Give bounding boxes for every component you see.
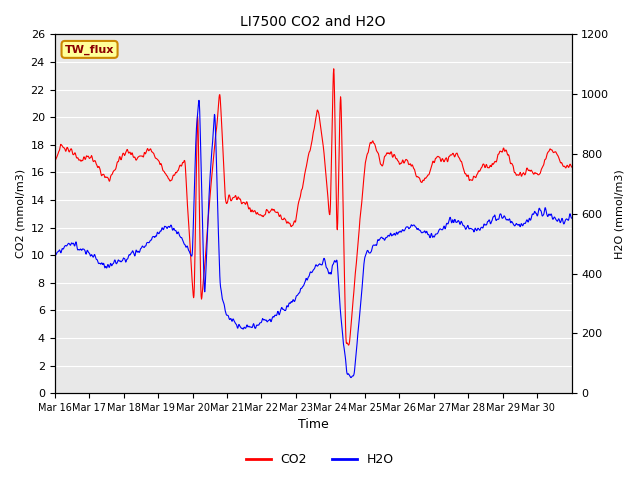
Title: LI7500 CO2 and H2O: LI7500 CO2 and H2O [240,15,386,29]
X-axis label: Time: Time [298,419,328,432]
Legend: CO2, H2O: CO2, H2O [241,448,399,471]
Text: TW_flux: TW_flux [65,44,115,55]
Y-axis label: H2O (mmol/m3): H2O (mmol/m3) [615,169,625,259]
Y-axis label: CO2 (mmol/m3): CO2 (mmol/m3) [15,169,25,258]
